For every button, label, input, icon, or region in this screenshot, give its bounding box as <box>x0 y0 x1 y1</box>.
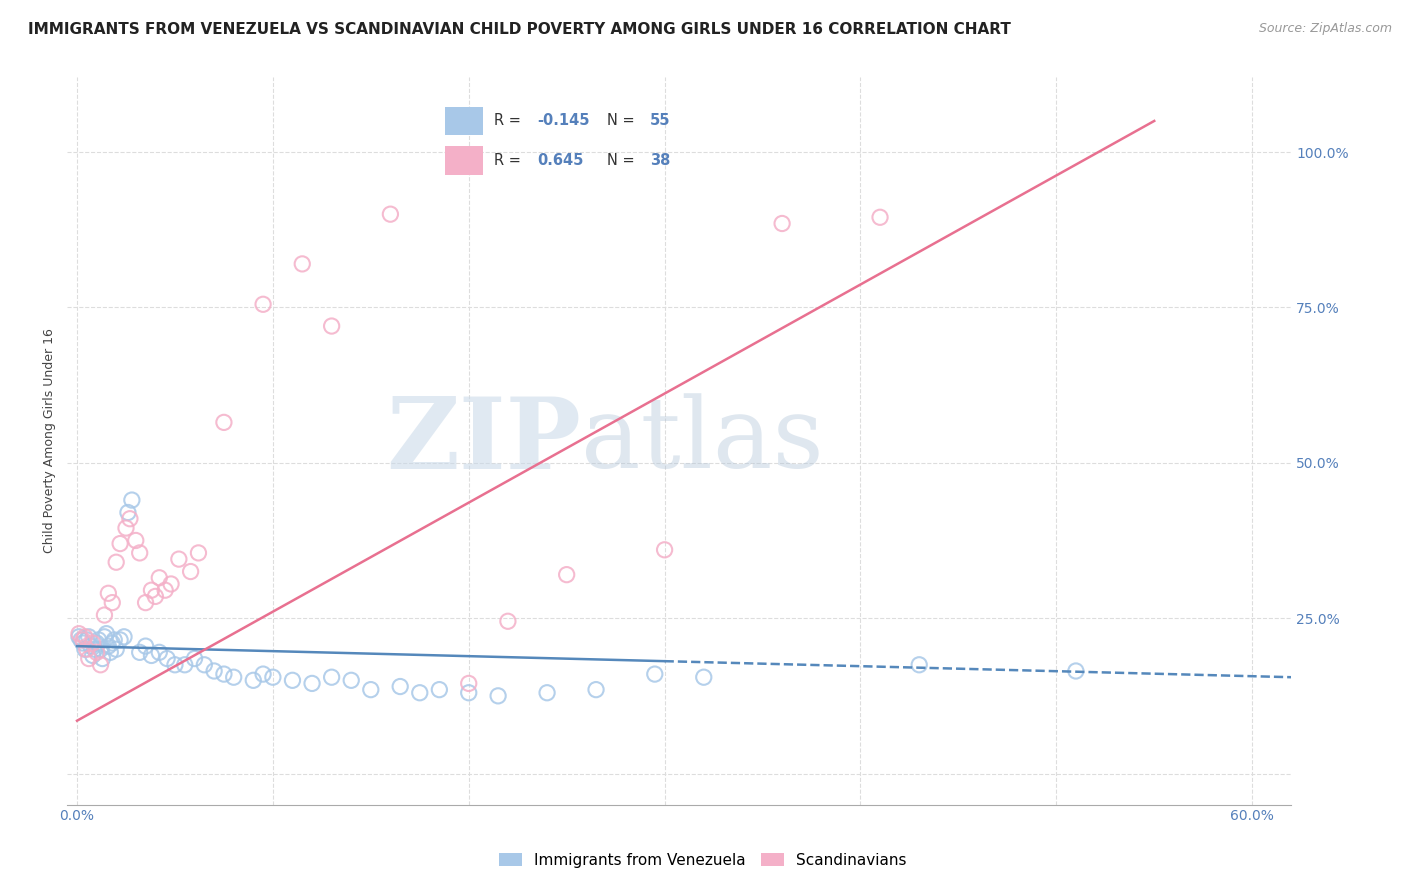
Point <box>252 667 274 681</box>
Point <box>187 546 209 560</box>
Point <box>93 608 115 623</box>
Point <box>869 211 891 225</box>
Point <box>496 614 519 628</box>
Legend: Immigrants from Venezuela, Scandinavians: Immigrants from Venezuela, Scandinavians <box>492 845 914 875</box>
Point <box>301 676 323 690</box>
Point <box>222 670 245 684</box>
Point <box>212 667 235 681</box>
Point <box>202 664 225 678</box>
Point <box>89 642 111 657</box>
Point <box>115 521 138 535</box>
Point <box>644 667 666 681</box>
Point <box>97 639 120 653</box>
Point <box>585 682 607 697</box>
Point <box>112 630 135 644</box>
Point <box>457 686 479 700</box>
Point <box>262 670 284 684</box>
Point <box>160 577 183 591</box>
Point <box>360 682 382 697</box>
Point <box>89 657 111 672</box>
Point <box>105 555 128 569</box>
Text: Source: ZipAtlas.com: Source: ZipAtlas.com <box>1258 22 1392 36</box>
Point <box>128 546 150 560</box>
Point <box>555 567 578 582</box>
Point <box>135 639 157 653</box>
Point <box>242 673 264 688</box>
Point <box>153 583 176 598</box>
Point <box>86 636 108 650</box>
Point <box>167 552 190 566</box>
Point <box>73 630 96 644</box>
Point <box>76 632 98 647</box>
Point <box>212 416 235 430</box>
Point <box>80 639 103 653</box>
Point <box>125 533 148 548</box>
Point <box>693 670 716 684</box>
Point <box>87 632 110 647</box>
Point <box>128 645 150 659</box>
Point <box>380 207 402 221</box>
Point <box>340 673 363 688</box>
Point <box>427 682 450 697</box>
Text: atlas: atlas <box>581 393 824 489</box>
Point <box>486 689 509 703</box>
Point <box>183 651 205 665</box>
Text: ZIP: ZIP <box>387 392 581 490</box>
Point <box>321 319 343 334</box>
Point <box>193 657 215 672</box>
Point <box>77 630 100 644</box>
Point <box>457 676 479 690</box>
Point <box>1064 664 1087 678</box>
Point <box>72 632 94 647</box>
Point <box>101 636 124 650</box>
Y-axis label: Child Poverty Among Girls Under 16: Child Poverty Among Girls Under 16 <box>44 328 56 553</box>
Point <box>281 673 304 688</box>
Point <box>145 590 167 604</box>
Point <box>291 257 314 271</box>
Point <box>141 648 163 663</box>
Point <box>91 651 114 665</box>
Point <box>770 217 793 231</box>
Point <box>173 657 195 672</box>
Point <box>67 630 90 644</box>
Point <box>76 642 98 657</box>
Point <box>117 506 139 520</box>
Point <box>82 636 104 650</box>
Point <box>121 493 143 508</box>
Point <box>389 680 412 694</box>
Point <box>536 686 558 700</box>
Point <box>163 657 186 672</box>
Point <box>148 571 170 585</box>
Point <box>108 536 131 550</box>
Point <box>105 642 128 657</box>
Point <box>86 645 108 659</box>
Point <box>321 670 343 684</box>
Point <box>156 651 179 665</box>
Point <box>118 512 141 526</box>
Point <box>82 648 104 663</box>
Point <box>148 645 170 659</box>
Point <box>101 596 124 610</box>
Point <box>98 645 121 659</box>
Point <box>72 636 94 650</box>
Point <box>135 596 157 610</box>
Text: IMMIGRANTS FROM VENEZUELA VS SCANDINAVIAN CHILD POVERTY AMONG GIRLS UNDER 16 COR: IMMIGRANTS FROM VENEZUELA VS SCANDINAVIA… <box>28 22 1011 37</box>
Point <box>141 583 163 598</box>
Point <box>93 630 115 644</box>
Point <box>67 626 90 640</box>
Point <box>252 297 274 311</box>
Point <box>96 626 118 640</box>
Point <box>77 651 100 665</box>
Point <box>409 686 432 700</box>
Point <box>108 632 131 647</box>
Point <box>83 642 105 657</box>
Point <box>103 632 125 647</box>
Point <box>180 565 202 579</box>
Point <box>908 657 931 672</box>
Point <box>73 642 96 657</box>
Point <box>97 586 120 600</box>
Point <box>654 542 676 557</box>
Point <box>70 632 93 647</box>
